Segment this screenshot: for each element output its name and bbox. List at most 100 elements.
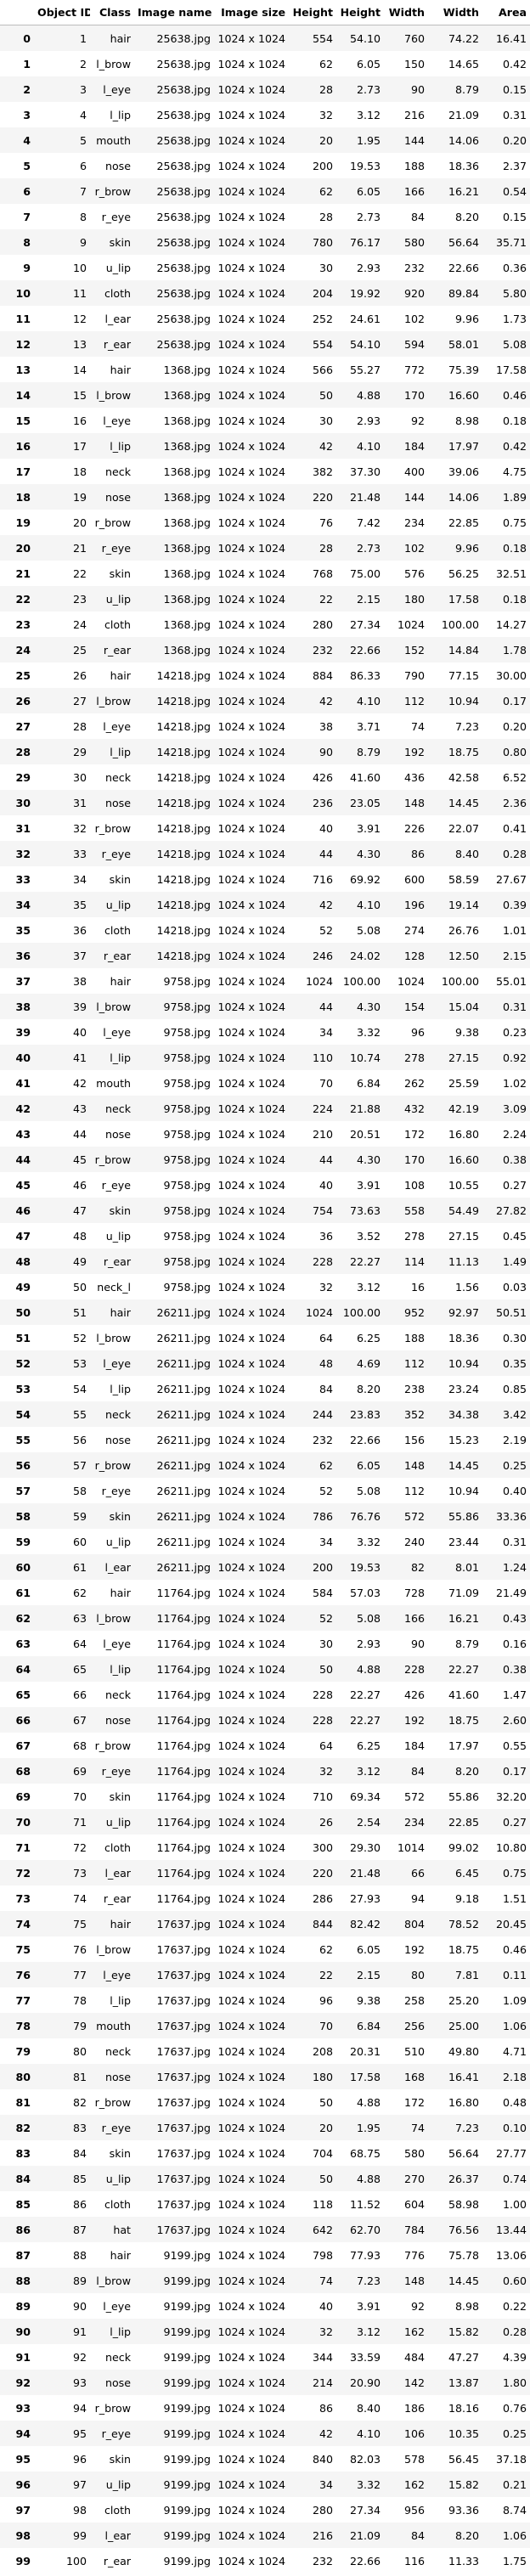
cell-object-id: 50 <box>72 1280 87 1294</box>
cell-width-px: 172 <box>403 1127 425 1141</box>
cell-height-px: 26 <box>319 1815 333 1829</box>
cell-object-id: 80 <box>72 2044 87 2058</box>
cell-area: 1.80 <box>502 2376 527 2389</box>
cell-image-name: 11764.jpg <box>156 1586 211 1599</box>
cell-image-size: 1024 x 1024 <box>217 1662 285 1676</box>
cell-width-pct: 9.96 <box>454 541 479 555</box>
cell-image-name: 9758.jpg <box>163 1076 211 1090</box>
cell-height-pct: 4.10 <box>356 439 381 453</box>
cell-width-pct: 8.79 <box>454 82 479 96</box>
cell-image-name: 11764.jpg <box>156 1713 211 1727</box>
cell-object-id: 48 <box>72 1229 87 1243</box>
cell-width-px: 148 <box>403 796 425 809</box>
cell-height-pct: 6.84 <box>356 1076 381 1090</box>
cell-area: 0.75 <box>502 1866 527 1880</box>
cell-width-pct: 10.55 <box>448 1178 479 1192</box>
cell-index: 34 <box>15 898 31 911</box>
table-row: 73 74 r_ear 11764.jpg 1024 x 1024 286 27.93 94 9… <box>0 1885 530 1911</box>
cell-width-pct: 47.27 <box>448 2350 479 2364</box>
cell-area: 0.48 <box>502 2095 527 2109</box>
cell-area: 1.06 <box>502 2528 527 2542</box>
cell-class: skin <box>109 1790 131 1803</box>
cell-area: 5.80 <box>502 286 527 300</box>
table-row: 93 94 r_brow 9199.jpg 1024 x 1024 86 8.40 186 18… <box>0 2395 530 2421</box>
cell-object-id: 94 <box>72 2401 87 2415</box>
cell-object-id: 23 <box>72 592 87 606</box>
cell-height-px: 232 <box>312 1433 333 1446</box>
cell-index: 70 <box>15 1815 31 1829</box>
cell-class: l_brow <box>96 388 131 402</box>
cell-image-size: 1024 x 1024 <box>217 2223 285 2236</box>
cell-class: l_brow <box>96 694 131 707</box>
cell-index: 26 <box>15 694 31 707</box>
cell-width-px: 170 <box>403 388 425 402</box>
table-row: 87 88 hair 9199.jpg 1024 x 1024 798 77.93 776 75… <box>0 2242 530 2268</box>
table-row: 18 19 nose 1368.jpg 1024 x 1024 220 21.48 144 14… <box>0 484 530 510</box>
cell-area: 32.51 <box>495 566 527 580</box>
cell-height-pct: 2.15 <box>356 592 381 606</box>
cell-height-pct: 76.17 <box>349 235 381 249</box>
cell-object-id: 5 <box>79 133 87 147</box>
cell-area: 1.00 <box>502 2197 527 2211</box>
cell-height-pct: 4.88 <box>356 2172 381 2185</box>
cell-height-px: 110 <box>312 1051 333 1064</box>
cell-width-pct: 14.06 <box>448 490 479 504</box>
cell-height-px: 252 <box>312 312 333 325</box>
cell-height-pct: 3.32 <box>356 1535 381 1548</box>
cell-height-px: 30 <box>319 1637 333 1650</box>
cell-class: skin <box>109 872 131 886</box>
cell-object-id: 58 <box>72 1484 87 1497</box>
cell-object-id: 47 <box>72 1203 87 1217</box>
table-row: 62 63 l_brow 11764.jpg 1024 x 1024 52 5.08 166 1… <box>0 1605 530 1631</box>
cell-height-pct: 8.79 <box>356 745 381 758</box>
cell-area: 0.46 <box>502 1942 527 1956</box>
table-row: 83 84 skin 17637.jpg 1024 x 1024 704 68.75 580 5… <box>0 2140 530 2166</box>
cell-height-pct: 4.30 <box>356 1153 381 1166</box>
cell-index: 18 <box>15 490 31 504</box>
cell-object-id: 11 <box>72 286 87 300</box>
cell-class: l_brow <box>96 1331 131 1344</box>
cell-height-pct: 54.10 <box>349 337 381 351</box>
cell-image-size: 1024 x 1024 <box>217 1178 285 1192</box>
cell-height-px: 42 <box>319 694 333 707</box>
cell-class: hair <box>110 1917 131 1931</box>
cell-object-id: 14 <box>72 363 87 376</box>
table-row: 45 46 r_eye 9758.jpg 1024 x 1024 40 3.91 108 10.… <box>0 1172 530 1198</box>
cell-class: neck <box>105 2350 131 2364</box>
cell-height-px: 40 <box>319 821 333 835</box>
cell-image-size: 1024 x 1024 <box>217 541 285 555</box>
cell-height-pct: 57.03 <box>349 1586 381 1599</box>
cell-height-pct: 8.20 <box>356 1382 381 1395</box>
cell-image-name: 17637.jpg <box>156 2070 211 2083</box>
cell-area: 1.73 <box>502 312 527 325</box>
cell-object-id: 65 <box>72 1662 87 1676</box>
table-row: 40 41 l_lip 9758.jpg 1024 x 1024 110 10.74 278 2… <box>0 1045 530 1070</box>
cell-height-px: 246 <box>312 949 333 962</box>
table-row: 61 62 hair 11764.jpg 1024 x 1024 584 57.03 728 7… <box>0 1580 530 1605</box>
cell-height-pct: 27.93 <box>349 1891 381 1905</box>
cell-index: 94 <box>15 2427 31 2440</box>
cell-area: 20.45 <box>495 1917 527 1931</box>
cell-area: 0.46 <box>502 388 527 402</box>
cell-class: l_brow <box>96 1000 131 1013</box>
cell-width-pct: 75.78 <box>448 2248 479 2262</box>
cell-image-name: 14218.jpg <box>156 898 211 911</box>
cell-height-px: 44 <box>319 847 333 860</box>
cell-area: 0.74 <box>502 2172 527 2185</box>
cell-image-name: 25638.jpg <box>156 133 211 147</box>
cell-width-pct: 42.19 <box>448 1102 479 1115</box>
cell-object-id: 25 <box>72 643 87 657</box>
cell-width-px: 790 <box>403 668 425 682</box>
table-row: 92 93 nose 9199.jpg 1024 x 1024 214 20.90 142 13… <box>0 2370 530 2395</box>
cell-image-name: 26211.jpg <box>156 1382 211 1395</box>
cell-width-px: 74 <box>410 2121 425 2134</box>
cell-index: 19 <box>15 516 31 529</box>
table-row: 96 97 u_lip 9199.jpg 1024 x 1024 34 3.32 162 15.… <box>0 2472 530 2497</box>
cell-width-pct: 56.64 <box>448 2146 479 2160</box>
cell-height-pct: 19.53 <box>349 1560 381 1574</box>
cell-area: 55.01 <box>495 974 527 988</box>
cell-height-px: 34 <box>319 1535 333 1548</box>
cell-width-px: 572 <box>403 1509 425 1523</box>
cell-height-pct: 10.74 <box>349 1051 381 1064</box>
cell-area: 13.06 <box>495 2248 527 2262</box>
